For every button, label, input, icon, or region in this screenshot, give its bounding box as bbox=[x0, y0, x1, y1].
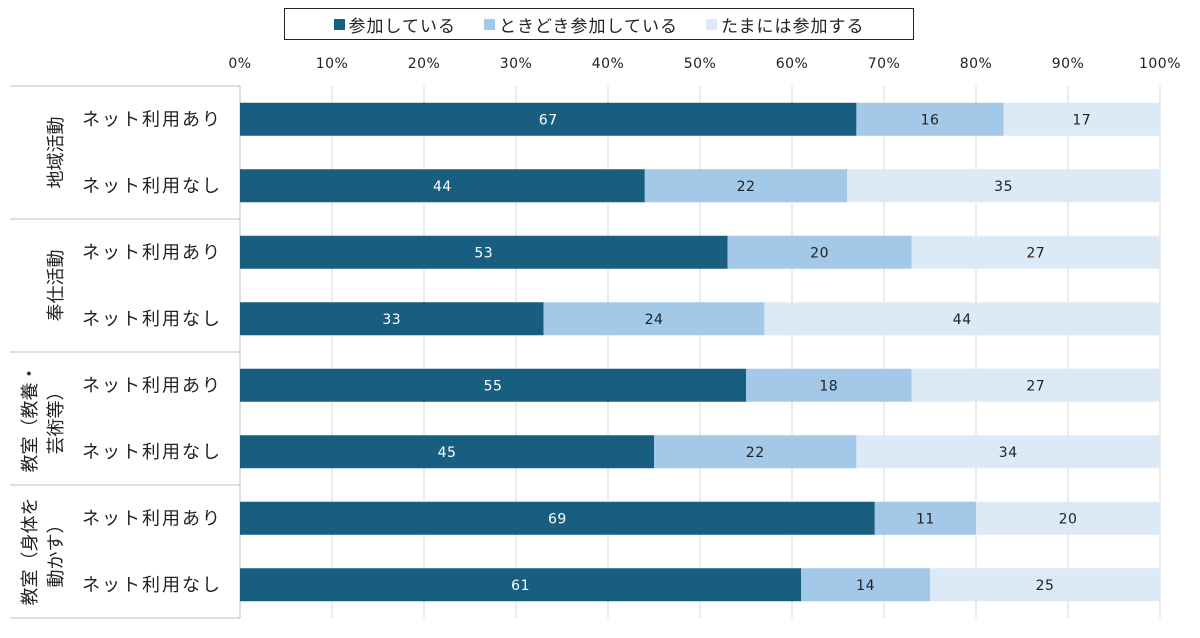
legend-item-series-0: 参加している bbox=[333, 12, 457, 37]
bar-segment bbox=[240, 435, 654, 469]
data-label: 24 bbox=[645, 312, 664, 328]
bar-segment bbox=[874, 501, 976, 535]
data-label: 67 bbox=[539, 112, 558, 128]
row-label: ネット利用あり bbox=[82, 508, 222, 529]
data-label: 35 bbox=[994, 179, 1013, 195]
bar-segment bbox=[240, 169, 645, 203]
x-tick-label: 40% bbox=[592, 56, 625, 72]
data-label: 33 bbox=[382, 312, 401, 328]
x-tick-label: 90% bbox=[1052, 56, 1085, 72]
legend-swatch-series-0 bbox=[333, 18, 345, 30]
data-label: 44 bbox=[433, 179, 452, 195]
row-label: ネット利用あり bbox=[82, 375, 222, 396]
data-label: 27 bbox=[1026, 245, 1045, 261]
data-label: 22 bbox=[737, 179, 756, 195]
bar-segment bbox=[240, 568, 802, 602]
x-tick-label: 10% bbox=[316, 56, 349, 72]
row-label: ネット利用なし bbox=[82, 442, 222, 463]
bar-segment bbox=[644, 169, 848, 203]
bar-segment bbox=[1003, 102, 1160, 136]
group-label: 動かす） bbox=[46, 516, 67, 588]
group-label: 奉仕活動 bbox=[46, 250, 67, 322]
bar-segment bbox=[727, 235, 912, 269]
legend-swatch-series-1 bbox=[484, 18, 495, 30]
bar-segment bbox=[911, 368, 1160, 402]
group-label: 芸術等） bbox=[46, 383, 67, 455]
bar-segment bbox=[240, 302, 544, 336]
x-tick-label: 80% bbox=[960, 56, 993, 72]
legend-item-series-1: ときどき参加している bbox=[484, 12, 678, 37]
data-label: 44 bbox=[953, 312, 972, 328]
x-tick-label: 30% bbox=[500, 56, 533, 72]
bar-segment bbox=[240, 102, 857, 136]
x-tick-label: 20% bbox=[408, 56, 441, 72]
bar-segment bbox=[240, 235, 728, 269]
row-label: ネット利用あり bbox=[82, 242, 222, 263]
data-label: 20 bbox=[1059, 511, 1078, 527]
legend-label-series-2: たまには参加する bbox=[720, 16, 865, 37]
bar-segment bbox=[543, 302, 765, 336]
group-label: 教室（教養・ bbox=[20, 365, 41, 473]
bar-segment bbox=[240, 368, 746, 402]
data-label: 25 bbox=[1036, 578, 1055, 594]
bar-segment bbox=[856, 102, 1004, 136]
legend-label-series-0: 参加している bbox=[348, 16, 456, 37]
x-tick-label: 50% bbox=[684, 56, 717, 72]
data-label: 11 bbox=[916, 511, 935, 527]
bar-segment bbox=[911, 235, 1160, 269]
bar-segment bbox=[930, 568, 1160, 602]
bar-segment bbox=[976, 501, 1160, 535]
data-label: 53 bbox=[474, 245, 493, 261]
data-label: 16 bbox=[921, 112, 940, 128]
data-label: 18 bbox=[819, 378, 838, 394]
bar-segment bbox=[847, 169, 1160, 203]
data-label: 61 bbox=[511, 578, 530, 594]
x-tick-label: 60% bbox=[776, 56, 809, 72]
data-label: 14 bbox=[856, 578, 875, 594]
data-label: 20 bbox=[810, 245, 829, 261]
x-tick-label: 70% bbox=[868, 56, 901, 72]
data-label: 45 bbox=[438, 445, 457, 461]
chart-legend: 参加している ときどき参加している たまには参加する bbox=[284, 8, 914, 40]
row-label: ネット利用なし bbox=[82, 309, 222, 330]
data-label: 69 bbox=[548, 511, 567, 527]
bar-segment bbox=[764, 302, 1160, 336]
legend-item-series-2: たまには参加する bbox=[705, 12, 865, 37]
row-label: ネット利用あり bbox=[82, 109, 222, 130]
bar-segment bbox=[746, 368, 912, 402]
data-label: 22 bbox=[746, 445, 765, 461]
data-label: 55 bbox=[484, 378, 503, 394]
bar-segment bbox=[856, 435, 1160, 469]
bar-segment bbox=[240, 501, 875, 535]
data-label: 34 bbox=[999, 445, 1018, 461]
row-label: ネット利用なし bbox=[82, 176, 222, 197]
row-label: ネット利用なし bbox=[82, 575, 222, 596]
bar-segment bbox=[654, 435, 857, 469]
bar-segment bbox=[801, 568, 930, 602]
x-tick-label: 0% bbox=[228, 56, 251, 72]
x-tick-label: 100% bbox=[1139, 56, 1181, 72]
group-label: 地域活動 bbox=[46, 117, 67, 189]
data-label: 27 bbox=[1026, 378, 1045, 394]
legend-label-series-1: ときどき参加している bbox=[499, 16, 678, 37]
legend-swatch-series-2 bbox=[705, 18, 717, 30]
group-label: 教室（身体を bbox=[20, 498, 41, 606]
data-label: 17 bbox=[1072, 112, 1091, 128]
